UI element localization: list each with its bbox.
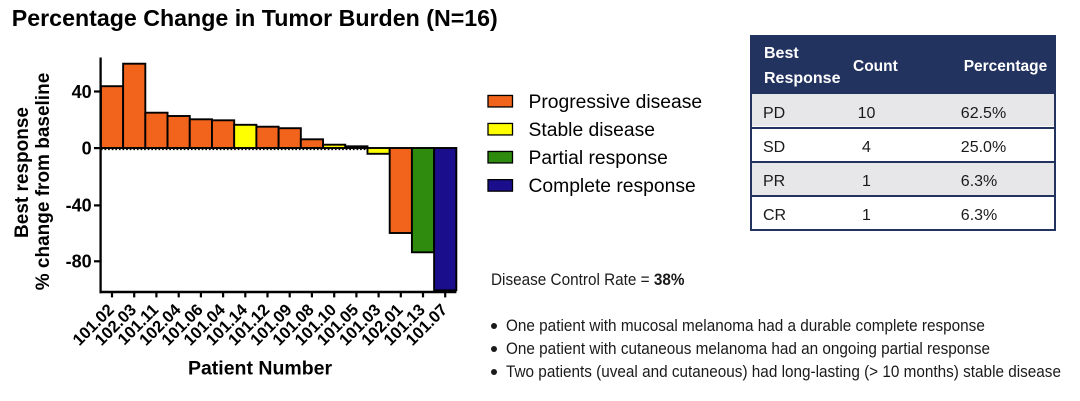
svg-text:Partial response: Partial response: [529, 148, 668, 169]
svg-text:Progressive disease: Progressive disease: [529, 92, 703, 113]
svg-text:% change from baseline: % change from baseline: [33, 73, 54, 291]
svg-text:40: 40: [72, 82, 92, 102]
svg-text:0: 0: [82, 138, 92, 158]
svg-text:Stable disease: Stable disease: [529, 120, 656, 141]
svg-text:Patient Number: Patient Number: [188, 358, 333, 380]
svg-text:Best response: Best response: [12, 107, 33, 238]
svg-text:Complete response: Complete response: [529, 176, 696, 197]
svg-text:-40: -40: [66, 196, 92, 216]
svg-text:-80: -80: [66, 252, 92, 272]
